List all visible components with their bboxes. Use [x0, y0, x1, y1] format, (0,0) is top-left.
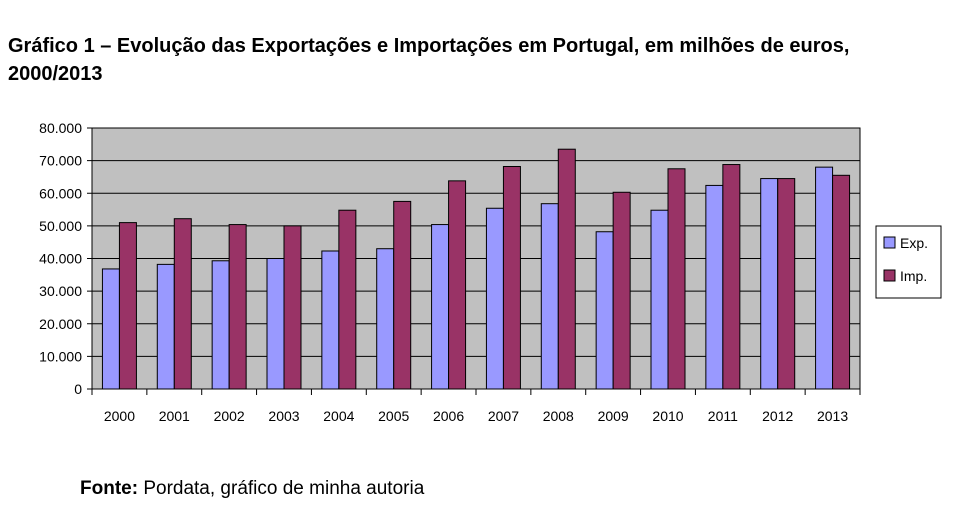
- bar-imp: [777, 178, 796, 390]
- x-tick-label: 2008: [543, 408, 574, 424]
- legend-label-exp: Exp.: [900, 235, 928, 251]
- y-tick-label: 30.000: [39, 283, 82, 299]
- bar-exp: [321, 250, 340, 390]
- bar-exp: [815, 166, 834, 390]
- bar-exp: [156, 263, 175, 390]
- bar-exp: [650, 209, 669, 390]
- bar-imp: [393, 200, 412, 390]
- legend-label-imp: Imp.: [900, 268, 927, 284]
- bar-imp: [118, 222, 137, 390]
- bar-imp: [448, 180, 467, 390]
- y-tick-label: 50.000: [39, 218, 82, 234]
- x-tick-label: 2012: [762, 408, 793, 424]
- bar-exp: [376, 248, 395, 390]
- x-tick-label: 2002: [214, 408, 245, 424]
- x-tick-label: 2003: [268, 408, 299, 424]
- bar-exp: [211, 260, 230, 390]
- bar-exp: [595, 231, 614, 390]
- x-tick-label: 2007: [488, 408, 519, 424]
- bar-exp: [705, 184, 724, 390]
- bar-exp: [485, 207, 504, 390]
- legend-swatch-imp: [883, 269, 896, 282]
- source-note: Fonte: Pordata, gráfico de minha autoria: [80, 478, 424, 500]
- x-tick-label: 2013: [817, 408, 848, 424]
- bar-exp: [101, 268, 120, 390]
- bar-imp: [722, 164, 741, 390]
- bar-imp: [338, 209, 357, 390]
- x-tick-label: 2004: [323, 408, 354, 424]
- bar-exp: [266, 258, 285, 390]
- bar-imp: [667, 168, 686, 390]
- y-tick-label: 20.000: [39, 316, 82, 332]
- bar-exp: [431, 224, 450, 390]
- x-tick-label: 2009: [598, 408, 629, 424]
- y-tick-label: 70.000: [39, 153, 82, 169]
- bar-exp: [760, 178, 779, 390]
- bar-imp: [832, 174, 851, 390]
- y-tick-label: 60.000: [39, 185, 82, 201]
- chart-title: Gráfico 1 – Evolução das Exportações e I…: [8, 35, 850, 85]
- legend-swatch-exp: [883, 236, 896, 249]
- x-tick-label: 2010: [652, 408, 683, 424]
- x-tick-label: 2000: [104, 408, 135, 424]
- legend: Exp. Imp.: [875, 225, 942, 299]
- bar-imp: [557, 148, 576, 390]
- x-tick-label: 2005: [378, 408, 409, 424]
- x-tick-label: 2001: [159, 408, 190, 424]
- x-tick-label: 2011: [708, 408, 738, 424]
- source-text: Pordata, gráfico de minha autoria: [138, 478, 425, 499]
- y-tick-label: 10.000: [39, 348, 82, 364]
- source-label: Fonte:: [80, 478, 139, 499]
- y-tick-label: 0: [74, 381, 82, 397]
- bar-imp: [173, 218, 192, 390]
- y-tick-label: 40.000: [39, 251, 82, 267]
- y-axis: 0 10.000 20.000 30.000 40.000 50.000 60.000 70.…: [39, 120, 93, 397]
- bar-imp: [612, 191, 631, 390]
- bar-imp: [502, 165, 521, 390]
- bar-imp: [228, 224, 247, 390]
- bar-exp: [540, 203, 559, 390]
- bar-chart: 0 10.000 20.000 30.000 40.000 50.000 60.000 70.…: [39, 120, 942, 424]
- bars: [101, 148, 851, 390]
- x-tick-label: 2006: [433, 408, 464, 424]
- y-tick-label: 80.000: [39, 120, 82, 136]
- x-axis: 2000 2001 2002 2003 2004 2005 2006 2007 2008 2009…: [91, 388, 861, 424]
- bar-imp: [283, 225, 302, 390]
